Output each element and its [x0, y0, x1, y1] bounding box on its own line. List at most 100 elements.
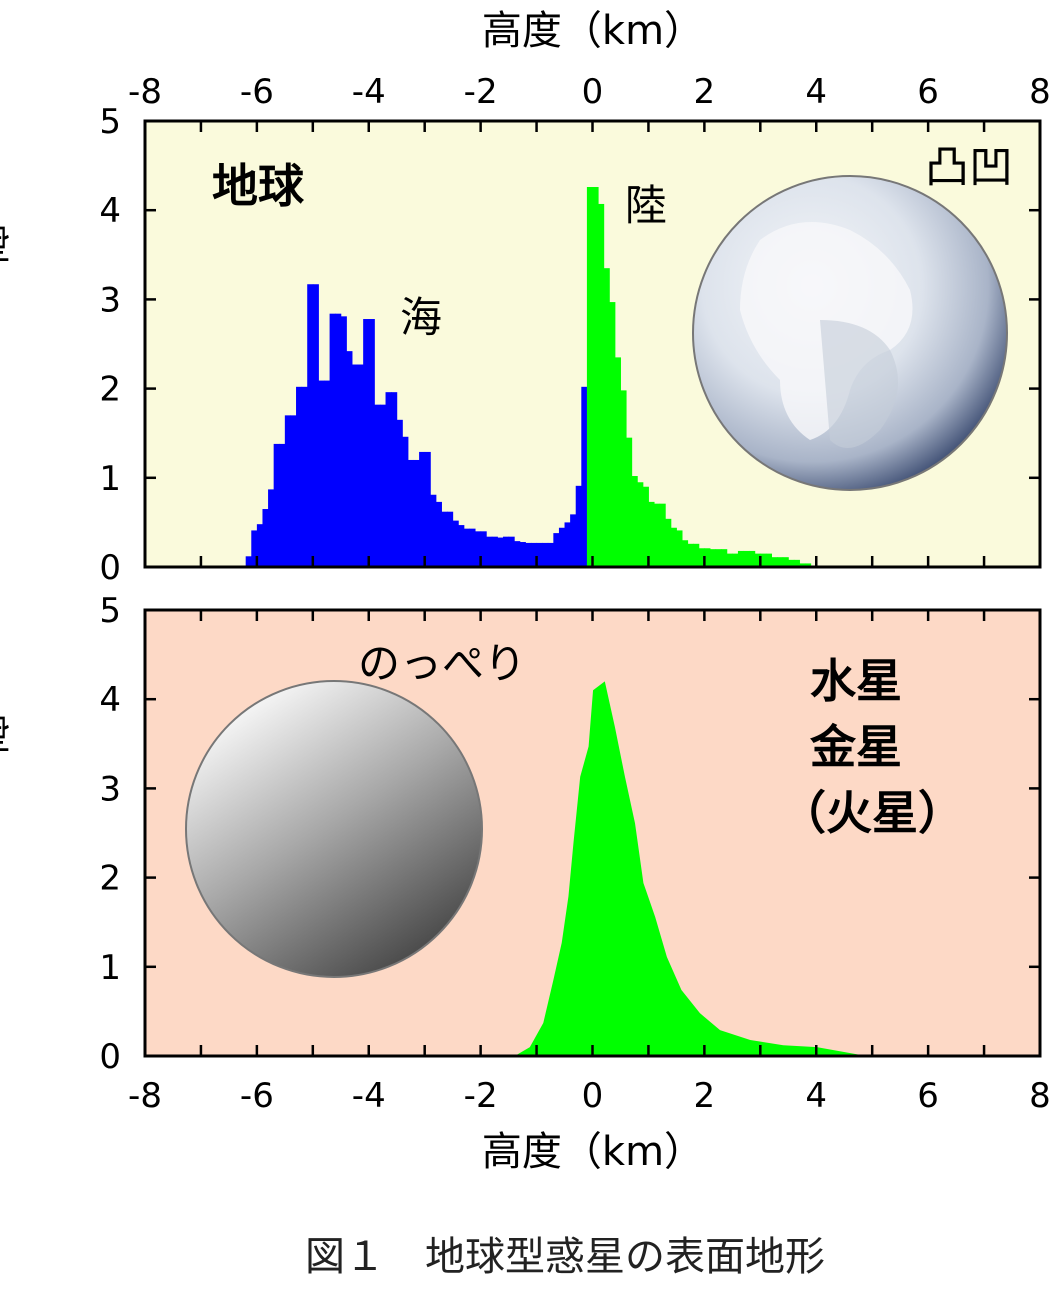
x-tick-label: 4: [805, 1076, 827, 1116]
histogram-bar: [290, 415, 297, 567]
histogram-bar: [396, 419, 403, 567]
histogram-bar: [592, 187, 599, 567]
histogram-bar: [637, 482, 644, 567]
histogram-bar: [631, 476, 638, 567]
histogram-bar: [262, 509, 269, 567]
histogram-bar: [379, 404, 387, 567]
histogram-bar: [609, 302, 616, 567]
x-tick-label: -6: [240, 1076, 274, 1116]
histogram-bar: [765, 553, 772, 567]
histogram-bar: [682, 540, 689, 567]
x-tick-label: -8: [128, 72, 162, 112]
histogram-bar: [491, 536, 498, 567]
y-tick-label: 4: [99, 680, 121, 720]
histogram-bar: [693, 543, 700, 567]
histogram-bar: [676, 530, 683, 567]
y-tick-label: 0: [99, 1037, 121, 1077]
histogram-bar: [475, 531, 482, 567]
histogram-bar: [441, 511, 448, 567]
histogram-bar: [279, 443, 286, 567]
histogram-bar: [581, 386, 588, 567]
label-land: 陸: [625, 181, 667, 230]
histogram-bar: [542, 542, 549, 567]
histogram-bar: [301, 386, 308, 567]
histogram-bar: [626, 437, 633, 567]
y-tick-label: 3: [99, 769, 121, 809]
histogram-bar: [570, 514, 577, 567]
x-tick-label: 4: [805, 72, 827, 112]
histogram-bar: [413, 459, 420, 567]
histogram-bar: [312, 284, 319, 567]
x-tick-label: 2: [694, 1076, 716, 1116]
histogram-bar: [251, 530, 258, 567]
histogram-bar: [654, 503, 661, 567]
histogram-bar: [463, 528, 470, 567]
histogram-bar: [782, 557, 789, 567]
histogram-bar: [726, 553, 733, 567]
histogram-bar: [805, 563, 812, 567]
histogram-bar: [530, 542, 538, 567]
histogram-bar: [648, 501, 655, 567]
histogram-bar: [553, 533, 560, 567]
x-tick-label: 8: [1029, 72, 1051, 112]
histogram-bar: [318, 380, 325, 567]
histogram-bar: [732, 553, 739, 567]
bottom-x-axis-title: 高度（km）: [482, 1129, 704, 1175]
x-tick-label: 6: [917, 72, 939, 112]
histogram-bar: [469, 528, 476, 567]
histogram-bar: [340, 316, 347, 567]
y-tick-label: 5: [99, 591, 121, 631]
histogram-bar: [273, 443, 280, 567]
histogram-bar: [665, 518, 672, 567]
x-tick-label: -4: [352, 72, 386, 112]
histogram-bar: [452, 520, 459, 567]
x-tick-label: -2: [464, 72, 498, 112]
y-tick-label: 0: [99, 548, 121, 588]
top-x-axis-title: 高度（km）: [482, 8, 704, 54]
histogram-bar: [547, 542, 554, 567]
histogram-bar: [698, 548, 705, 567]
histogram-bar: [508, 536, 515, 567]
histogram-bar: [715, 549, 722, 567]
label-ocean: 海: [400, 293, 442, 342]
histogram-bar: [324, 380, 331, 567]
histogram-bar: [447, 511, 454, 567]
y-tick-label: 1: [99, 948, 121, 988]
histogram-bar: [777, 557, 784, 567]
histogram-bar: [430, 494, 437, 567]
smooth-sphere-image: [185, 680, 483, 978]
histogram-bar: [458, 525, 465, 567]
elevation-distribution-area: [514, 681, 862, 1056]
histogram-bar: [614, 357, 621, 567]
histogram-bar: [351, 364, 359, 567]
histogram-bar: [536, 542, 543, 567]
bottom-y-axis-title: 割合（%）: [0, 707, 10, 754]
histogram-bar: [256, 524, 263, 567]
histogram-bar: [284, 415, 291, 567]
histogram-bar: [558, 527, 566, 567]
histogram-bar: [687, 543, 694, 567]
earth-image: [692, 175, 1008, 491]
histogram-bar: [480, 531, 487, 567]
histogram-bar: [519, 542, 526, 567]
histogram-bar: [363, 319, 370, 567]
histogram-bar: [598, 203, 605, 567]
histogram-bar: [346, 351, 353, 567]
histogram-bar: [419, 451, 426, 567]
x-tick-label: 8: [1029, 1076, 1051, 1116]
y-tick-label: 5: [99, 102, 121, 142]
x-tick-label: 0: [582, 1076, 604, 1116]
top-y-axis-title: 割合（%）: [0, 217, 10, 264]
histogram-bar: [721, 549, 728, 567]
x-tick-label: 2: [694, 72, 716, 112]
histogram-bar: [799, 563, 806, 567]
histogram-bar: [424, 451, 431, 567]
y-tick-label: 3: [99, 280, 121, 320]
histogram-bar: [771, 557, 778, 567]
histogram-bar: [743, 550, 750, 567]
histogram-bar: [525, 542, 532, 567]
y-tick-label: 2: [99, 859, 121, 899]
x-tick-label: 6: [917, 1076, 939, 1116]
planets-ticks: -8 -6 -4 -2 0 2 4 6 8 0 1 2 3 4 5: [99, 591, 1050, 1116]
y-tick-label: 1: [99, 459, 121, 499]
